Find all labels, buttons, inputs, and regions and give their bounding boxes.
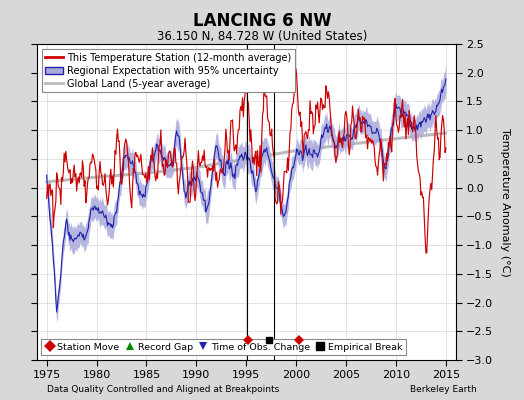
Text: Data Quality Controlled and Aligned at Breakpoints: Data Quality Controlled and Aligned at B… xyxy=(47,385,279,394)
Text: Berkeley Earth: Berkeley Earth xyxy=(410,385,477,394)
Y-axis label: Temperature Anomaly (°C): Temperature Anomaly (°C) xyxy=(500,128,510,276)
Text: LANCING 6 NW: LANCING 6 NW xyxy=(193,12,331,30)
Text: 36.150 N, 84.728 W (United States): 36.150 N, 84.728 W (United States) xyxy=(157,30,367,43)
Legend: Station Move, Record Gap, Time of Obs. Change, Empirical Break: Station Move, Record Gap, Time of Obs. C… xyxy=(41,339,406,355)
